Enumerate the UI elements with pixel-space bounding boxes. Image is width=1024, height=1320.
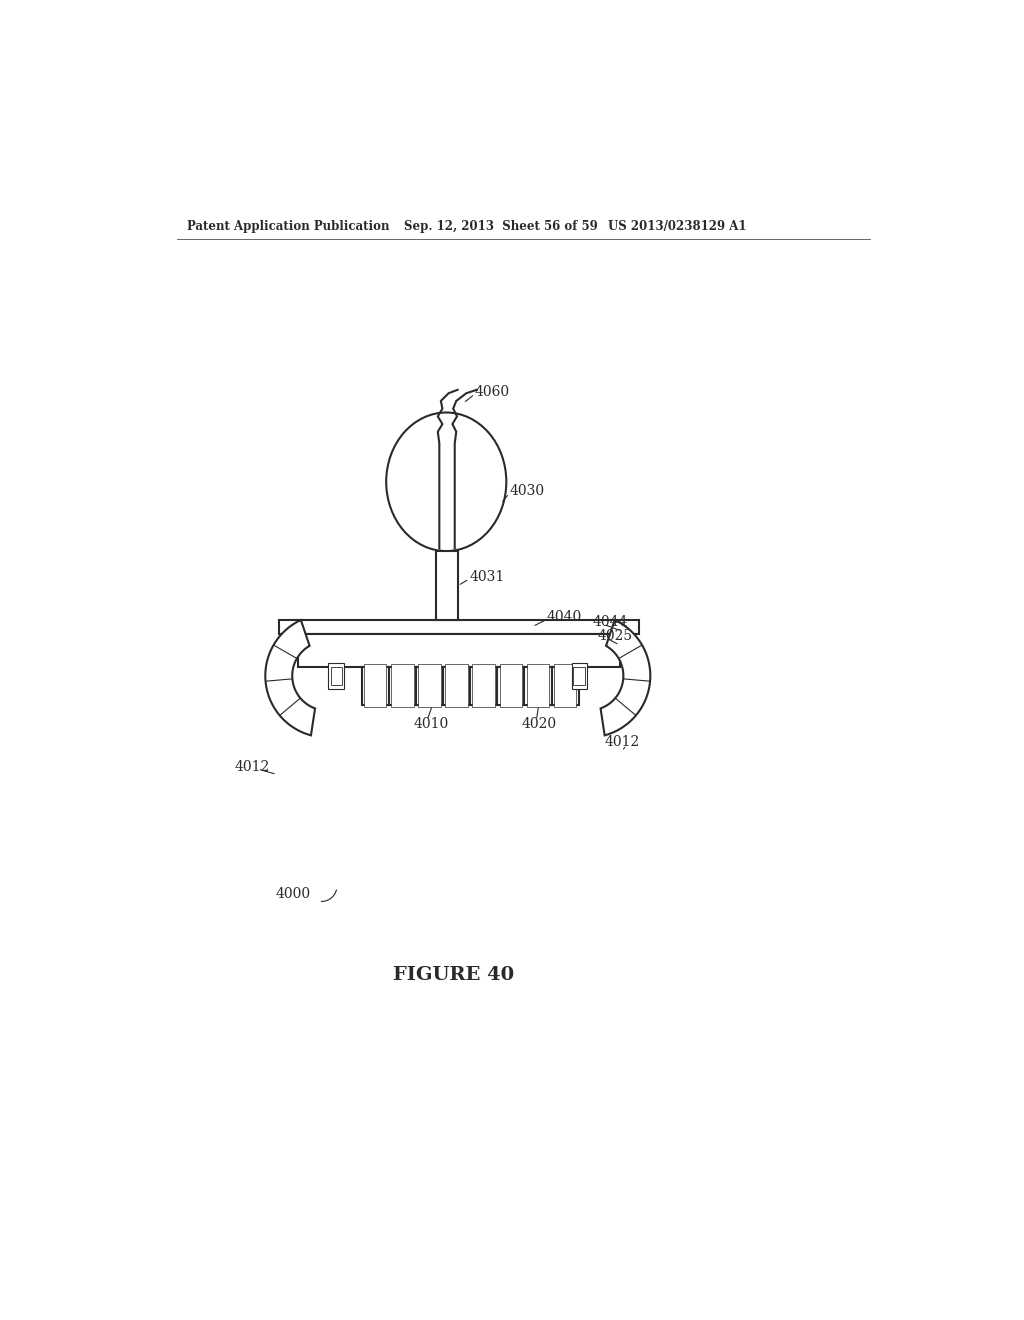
Polygon shape <box>571 663 587 689</box>
Text: 4044: 4044 <box>593 615 628 628</box>
Polygon shape <box>361 667 389 705</box>
Polygon shape <box>329 663 344 689</box>
Text: 4025: 4025 <box>598 628 633 643</box>
Polygon shape <box>280 620 639 635</box>
Polygon shape <box>573 667 585 685</box>
Text: Patent Application Publication: Patent Application Publication <box>186 219 389 232</box>
Polygon shape <box>418 664 440 708</box>
Polygon shape <box>416 667 443 705</box>
Text: 4012: 4012 <box>234 760 269 774</box>
Text: 4031: 4031 <box>469 569 505 583</box>
Polygon shape <box>524 667 552 705</box>
Text: 4000: 4000 <box>275 887 310 900</box>
Polygon shape <box>498 667 524 705</box>
Text: US 2013/0238129 A1: US 2013/0238129 A1 <box>608 219 746 232</box>
Polygon shape <box>389 667 416 705</box>
Polygon shape <box>472 664 495 708</box>
Text: Sep. 12, 2013  Sheet 56 of 59: Sep. 12, 2013 Sheet 56 of 59 <box>403 219 598 232</box>
Text: FIGURE 40: FIGURE 40 <box>393 966 514 983</box>
Polygon shape <box>554 664 577 708</box>
Text: 4060: 4060 <box>475 384 510 399</box>
Polygon shape <box>265 620 315 735</box>
Polygon shape <box>470 667 498 705</box>
Polygon shape <box>500 664 522 708</box>
Polygon shape <box>443 667 470 705</box>
Polygon shape <box>391 664 414 708</box>
Text: 4012: 4012 <box>604 735 639 748</box>
Text: 4040: 4040 <box>547 610 582 624</box>
Polygon shape <box>331 667 342 685</box>
Polygon shape <box>364 664 386 708</box>
Polygon shape <box>600 620 650 735</box>
Text: 4030: 4030 <box>509 484 545 498</box>
Polygon shape <box>526 664 549 708</box>
Text: 4010: 4010 <box>414 717 450 731</box>
Polygon shape <box>552 667 579 705</box>
Polygon shape <box>436 552 458 620</box>
Polygon shape <box>298 635 620 667</box>
Polygon shape <box>445 664 468 708</box>
Ellipse shape <box>386 413 506 552</box>
Text: 4020: 4020 <box>521 717 557 731</box>
